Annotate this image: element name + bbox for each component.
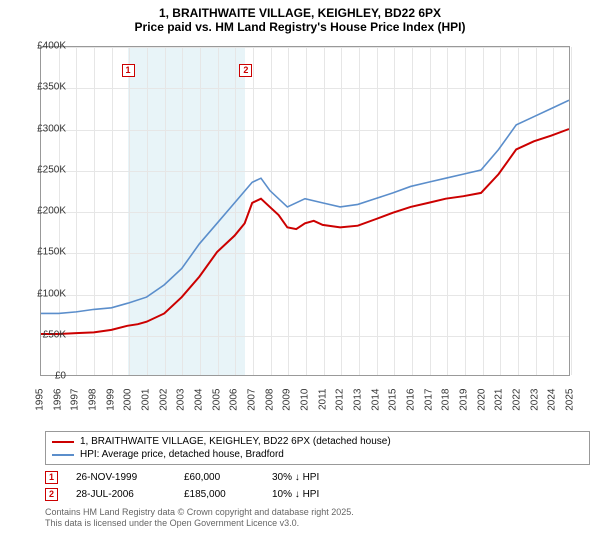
y-axis-tick: £200K [37,206,66,217]
attribution-line: This data is licensed under the Open Gov… [45,518,590,529]
legend-label: 1, BRAITHWAITE VILLAGE, KEIGHLEY, BD22 6… [80,436,391,447]
x-axis-tick: 1995 [35,389,46,419]
x-axis-tick: 2010 [300,389,311,419]
x-axis-tick: 2013 [353,389,364,419]
y-axis-tick: £0 [55,371,66,382]
txn-price: £60,000 [184,472,254,483]
y-axis-tick: £100K [37,288,66,299]
chart-marker: 1 [122,64,135,77]
x-axis-tick: 2019 [459,389,470,419]
chart-wrap: 12 £0£50K£100K£150K£200K£250K£300K£350K£… [40,36,600,431]
x-axis-tick: 2016 [406,389,417,419]
x-axis-tick: 2003 [176,389,187,419]
x-axis-tick: 2024 [547,389,558,419]
x-axis-tick: 2009 [282,389,293,419]
x-axis-tick: 2018 [441,389,452,419]
title-address: 1, BRAITHWAITE VILLAGE, KEIGHLEY, BD22 6… [10,6,590,20]
y-axis-tick: £400K [37,41,66,52]
txn-date: 26-NOV-1999 [76,472,166,483]
x-axis-tick: 2011 [317,389,328,419]
x-axis-tick: 2001 [141,389,152,419]
table-row: 2 28-JUL-2006 £185,000 10% ↓ HPI [45,486,590,503]
chart-container: 1, BRAITHWAITE VILLAGE, KEIGHLEY, BD22 6… [0,0,600,560]
series-line [41,100,569,313]
title-block: 1, BRAITHWAITE VILLAGE, KEIGHLEY, BD22 6… [0,0,600,36]
y-axis-tick: £350K [37,82,66,93]
x-axis-tick: 2006 [229,389,240,419]
x-axis-tick: 2021 [494,389,505,419]
marker-badge: 1 [45,471,58,484]
x-axis-tick: 1996 [52,389,63,419]
x-axis-tick: 2008 [264,389,275,419]
x-axis-tick: 2007 [247,389,258,419]
legend-item: 1, BRAITHWAITE VILLAGE, KEIGHLEY, BD22 6… [52,435,583,448]
x-axis-tick: 2004 [194,389,205,419]
x-axis-tick: 2023 [529,389,540,419]
txn-price: £185,000 [184,489,254,500]
x-axis-tick: 2022 [512,389,523,419]
chart-svg [41,47,569,375]
y-axis-tick: £150K [37,247,66,258]
x-axis-tick: 2014 [370,389,381,419]
x-axis-tick: 2020 [476,389,487,419]
y-axis-tick: £250K [37,164,66,175]
x-axis-tick: 2015 [388,389,399,419]
y-axis-tick: £50K [43,329,66,340]
legend-swatch [52,441,74,443]
legend-item: HPI: Average price, detached house, Brad… [52,448,583,461]
transaction-table: 1 26-NOV-1999 £60,000 30% ↓ HPI 2 28-JUL… [45,469,590,503]
plot-area: 12 [40,46,570,376]
x-axis-tick: 2000 [123,389,134,419]
table-row: 1 26-NOV-1999 £60,000 30% ↓ HPI [45,469,590,486]
x-axis-tick: 2025 [565,389,576,419]
y-axis-tick: £300K [37,123,66,134]
x-axis-tick: 2012 [335,389,346,419]
chart-marker: 2 [239,64,252,77]
legend: 1, BRAITHWAITE VILLAGE, KEIGHLEY, BD22 6… [45,431,590,465]
txn-delta: 30% ↓ HPI [272,472,362,483]
legend-label: HPI: Average price, detached house, Brad… [80,449,284,460]
title-subtitle: Price paid vs. HM Land Registry's House … [10,20,590,34]
marker-badge: 2 [45,488,58,501]
x-axis-tick: 2005 [211,389,222,419]
attribution-line: Contains HM Land Registry data © Crown c… [45,507,590,518]
x-axis-tick: 1998 [88,389,99,419]
attribution: Contains HM Land Registry data © Crown c… [45,507,590,530]
txn-date: 28-JUL-2006 [76,489,166,500]
legend-swatch [52,454,74,456]
x-axis-tick: 1999 [105,389,116,419]
x-axis-tick: 1997 [70,389,81,419]
txn-delta: 10% ↓ HPI [272,489,362,500]
x-axis-tick: 2002 [158,389,169,419]
x-axis-tick: 2017 [423,389,434,419]
